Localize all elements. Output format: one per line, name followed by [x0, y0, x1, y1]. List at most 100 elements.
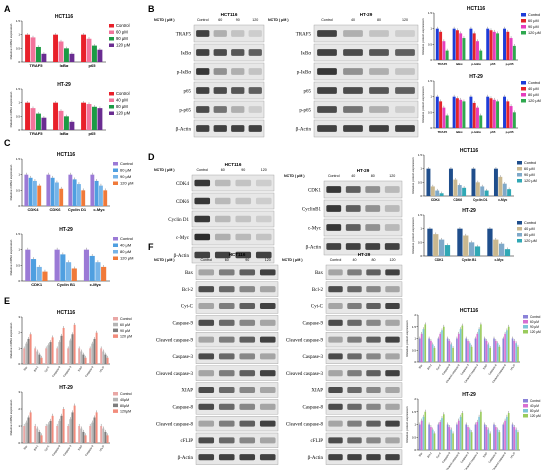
bar	[465, 424, 468, 450]
legend-swatch	[113, 334, 118, 338]
blot-row-label: Cleaved caspase-3	[156, 372, 194, 377]
blot-band	[328, 420, 343, 427]
x-tick-label: Caspase-9	[441, 363, 452, 376]
blot-dose-label: 40	[353, 258, 357, 262]
blot-row-label: p-IκBα	[177, 70, 192, 75]
blot-strip	[193, 100, 265, 119]
legend-label: 120 μM	[530, 414, 541, 418]
blot-dose-header: NCTD ( μM )	[284, 174, 305, 178]
x-tick-label: CDK1	[31, 282, 43, 287]
chart-f-hct116: HCT116 Relative protein expression 0 0.5 1 1.…	[405, 308, 541, 384]
blot-band	[231, 87, 245, 94]
bar	[104, 354, 107, 364]
bar	[51, 415, 54, 443]
bar	[442, 41, 446, 60]
blot-band	[385, 420, 400, 427]
bar	[30, 37, 36, 62]
bar	[446, 338, 449, 362]
blot-row-label: Bcl-2	[312, 288, 324, 293]
bar	[41, 53, 47, 62]
bar	[36, 351, 39, 364]
legend-label: 60 μM	[524, 167, 535, 171]
x-tick-label: c-Myc	[90, 282, 102, 287]
blot-band	[345, 186, 361, 193]
bar	[498, 432, 501, 450]
chart-b-ht29: HT-29 Relative protein expression 0 0.5 1 1.5…	[421, 74, 541, 134]
legend-swatch	[109, 43, 114, 47]
x-tick-label: cFLIP	[98, 444, 105, 452]
bar	[463, 235, 469, 256]
bar	[476, 333, 479, 362]
blot-row-label: XIAP	[181, 389, 193, 394]
chart-title: HT-29	[462, 392, 476, 398]
blot-row-label: Cleaved caspase-9	[286, 338, 324, 343]
bar	[506, 31, 510, 60]
bar	[467, 340, 469, 362]
x-tick-label: XIAP	[482, 451, 489, 458]
blot-band	[218, 420, 235, 427]
bar	[433, 234, 439, 256]
legend-label: 120 μM	[528, 99, 541, 103]
blot-band	[213, 49, 227, 56]
blot-band	[369, 68, 389, 75]
bar	[498, 346, 501, 362]
blot-row-label: TRAF5	[176, 32, 192, 37]
bar	[455, 30, 459, 60]
blot-band	[218, 302, 235, 310]
bar	[456, 424, 458, 450]
bar	[106, 435, 109, 443]
y-tick-label: 1.5	[16, 232, 21, 236]
blot-dose-header: NCTD ( μM )	[268, 18, 289, 22]
legend-swatch	[521, 19, 526, 23]
y-tick-label: 0	[414, 360, 416, 364]
x-tick-label: Bcl-2	[33, 444, 40, 452]
panel-label-a: A	[4, 4, 11, 14]
bar	[424, 411, 427, 450]
blot-band	[328, 319, 343, 326]
panel-label-d: D	[148, 152, 155, 162]
legend-swatch	[521, 31, 526, 35]
bar	[517, 432, 519, 450]
blot-band	[194, 233, 211, 241]
chart-title: HCT116	[460, 148, 479, 154]
y-tick-label: 2	[414, 313, 416, 317]
blot-band	[328, 386, 343, 394]
chart-title: HT-29	[462, 208, 476, 214]
blot-dose-label: Control	[196, 168, 208, 172]
blot-band	[366, 420, 381, 427]
bar	[72, 179, 77, 206]
blot-band	[213, 68, 227, 75]
blot-band	[366, 454, 381, 461]
bar	[455, 98, 459, 128]
x-tick-label: p65	[89, 131, 97, 136]
bar	[471, 168, 476, 196]
bar	[461, 413, 464, 450]
blot-band	[231, 125, 245, 132]
blot-strip	[313, 24, 419, 43]
blot-band	[347, 336, 362, 343]
legend-swatch	[517, 173, 522, 177]
bar	[431, 344, 434, 362]
bar	[507, 326, 510, 362]
bar	[81, 34, 86, 62]
blot-band	[218, 403, 235, 410]
blot-band	[385, 437, 400, 444]
legend-swatch	[113, 243, 118, 247]
y-tick-label: 1	[414, 423, 416, 427]
blot-row-label: p-IκBα	[297, 70, 312, 75]
bar	[28, 177, 33, 206]
blot-band	[328, 403, 343, 410]
y-tick-label: 0.5	[16, 188, 21, 192]
y-axis-label: Relative mRNA expression	[9, 399, 13, 435]
legend-swatch	[521, 81, 526, 85]
blot-strip	[193, 119, 265, 138]
x-tick-label: CDK6	[453, 198, 462, 202]
blot-band	[259, 353, 276, 360]
bar	[439, 101, 443, 128]
bar	[24, 174, 29, 206]
bar	[503, 96, 506, 128]
bar	[84, 357, 87, 364]
blot-band	[248, 87, 262, 94]
blot-band	[198, 370, 215, 377]
blot-band	[326, 205, 342, 212]
